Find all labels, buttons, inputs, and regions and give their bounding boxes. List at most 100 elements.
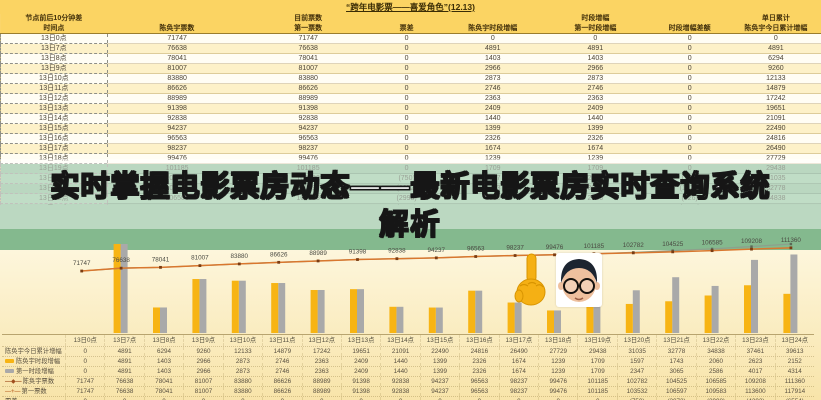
legend-value-cell: 0 — [577, 397, 616, 400]
legend-value-cell: 91398 — [340, 377, 380, 386]
table-cell: 0 — [369, 163, 444, 174]
legend-value-cell: 27729 — [538, 347, 577, 356]
legend-value-cell: 96563 — [459, 377, 498, 386]
table-cell: 2746 — [443, 83, 542, 94]
table-cell: 99476 — [107, 153, 247, 164]
legend-value-cell: 37461 — [735, 347, 774, 356]
table-row: 13日10点 83880 83880 0 2873 2873 0 12133 — [0, 73, 821, 84]
table-cell: 32778 — [730, 183, 821, 194]
table-cell: 4891 — [542, 43, 649, 54]
table-cell: 27729 — [730, 153, 821, 164]
legend-value-cell: 83880 — [222, 387, 262, 396]
table-cell: 21091 — [730, 113, 821, 124]
table-cell: 1674 — [443, 143, 542, 154]
legend-value-cell: (750) — [616, 397, 656, 400]
bar-first-increment — [751, 259, 758, 333]
legend-value-cell: 0 — [262, 397, 301, 400]
bar-first-increment — [593, 301, 601, 333]
table-cell: 98237 — [107, 143, 247, 154]
legend-value-cell: 1709 — [577, 357, 616, 366]
table-cell: 0 — [648, 143, 731, 154]
table-cell: 0 — [369, 93, 444, 104]
legend-value-cell: 83880 — [222, 377, 262, 386]
table-cell: 2966 — [542, 63, 649, 74]
legend-value-cell: 12133 — [222, 347, 262, 356]
legend-value-cell: 88989 — [301, 377, 341, 386]
bar-first-increment — [435, 307, 443, 333]
table-cell: 0 — [730, 33, 821, 44]
legend-value-cell: 2966 — [183, 367, 222, 376]
data-label: 96563 — [467, 246, 485, 253]
legend-value-cell: 86626 — [262, 387, 301, 396]
legend-value-cell: 39613 — [774, 347, 814, 356]
bar-first-increment — [672, 277, 680, 333]
legend-value-cell: 76638 — [104, 377, 143, 386]
table-cell: 1674 — [542, 143, 649, 154]
legend-value-cell: 0 — [222, 397, 262, 400]
table-cell: 2409 — [542, 103, 649, 114]
legend-value-cell: 4891 — [104, 367, 143, 376]
table-row: 13日18点 99476 99476 0 1239 1239 0 27729 — [0, 153, 821, 164]
table-cell: 83880 — [246, 73, 370, 84]
headline-line-1: 实时掌握电影票房动态——最新电影票房实时查询系统 — [50, 170, 771, 203]
table-row: 13日12点 88989 88989 0 2363 2363 0 17242 — [0, 93, 821, 104]
table-cell: 4891 — [443, 43, 542, 54]
x-axis-label: 13日7点 — [104, 335, 143, 346]
table-row: 13日15点 94237 94237 0 1399 1399 0 22490 — [0, 123, 821, 134]
legend-value-cell: 0 — [65, 357, 104, 366]
legend-value-cell: 0 — [65, 397, 104, 400]
data-label: 109208 — [741, 238, 763, 245]
legend-value-cell: (2998) — [695, 397, 735, 400]
bar-cxy-increment — [468, 290, 476, 333]
table-cell: 4891 — [730, 43, 821, 54]
table-cell: 104525 — [107, 183, 247, 194]
table-cell: 0 — [648, 163, 731, 174]
table-cell: 13日14点 — [0, 113, 108, 124]
table-cell: 98237 — [246, 143, 370, 154]
x-axis-label: 13日8点 — [143, 335, 183, 346]
table-title-bar: “跨年电影票——喜爱角色”(12.13) — [0, 0, 821, 14]
table-cell: 13日10点 — [0, 73, 108, 84]
legend-value-cell: 1597 — [616, 357, 656, 366]
legend-value-cell: 111360 — [774, 377, 814, 386]
table-cell: 2347 — [542, 173, 649, 184]
x-axis-label: 13日16点 — [459, 335, 498, 346]
data-label: 102782 — [623, 242, 645, 249]
table-cell: 78041 — [246, 53, 370, 64]
table-cell: 0 — [648, 113, 731, 124]
legend-value-cell: 92838 — [380, 377, 419, 386]
bar-cxy-increment — [113, 243, 121, 333]
table-cell: 1440 — [443, 113, 542, 124]
legend-series-name: 票差 — [5, 398, 18, 400]
legend-value-cell: 109208 — [735, 377, 774, 386]
column-header-1: 陈奂宇票数 — [107, 14, 247, 34]
legend-value-cell: 34838 — [695, 347, 735, 356]
table-cell: 0 — [369, 73, 444, 84]
x-axis-label: 13日24点 — [774, 335, 814, 346]
table-cell: 71747 — [246, 33, 370, 44]
emoji-overlay — [512, 253, 602, 309]
table-row: 13日14点 92838 92838 0 1440 1440 0 21091 — [0, 113, 821, 124]
legend-value-cell: 19651 — [340, 347, 380, 356]
bar-cxy-increment — [153, 307, 160, 333]
legend-value-cell: 1440 — [380, 367, 419, 376]
table-cell: 106597 — [246, 183, 370, 194]
legend-value-cell: 88989 — [301, 387, 341, 396]
legend-value-cell: 0 — [419, 397, 459, 400]
table-cell: 3065 — [542, 183, 649, 194]
x-axis-label: 13日17点 — [498, 335, 538, 346]
table-cell: 0 — [648, 103, 731, 114]
legend-value-cell: 99476 — [538, 377, 577, 386]
legend-row: —◆—陈奂宇票数 71747 76638 78041 81007 83880 86626 88… — [2, 376, 814, 386]
table-cell: 102782 — [107, 173, 247, 184]
chart-legend-table: 13日0点 13日7点 13日8点 13日9点 13日10点 13日11点 13日12点 13… — [2, 334, 814, 400]
legend-value-cell: 91398 — [340, 387, 380, 396]
table-cell: 0 — [369, 43, 444, 54]
legend-value-cell: 2409 — [340, 357, 380, 366]
orange-line-legend-icon: —◆— — [5, 379, 22, 385]
table-cell: 0 — [648, 153, 731, 164]
legend-value-cell: 2409 — [340, 367, 380, 376]
bar-first-increment — [357, 289, 364, 333]
column-header-5: 时段增幅 第一时段增幅 — [542, 14, 649, 34]
table-cell: 26490 — [730, 143, 821, 154]
